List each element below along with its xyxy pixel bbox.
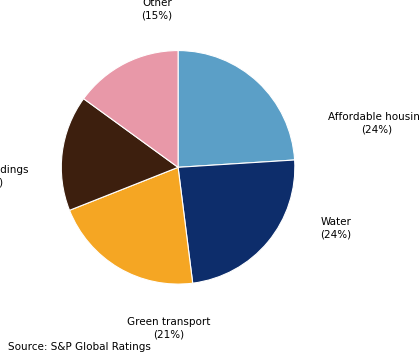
Text: Affordable housing
(24%): Affordable housing (24%): [328, 112, 419, 134]
Wedge shape: [178, 51, 295, 167]
Text: Green transport
(21%): Green transport (21%): [127, 317, 210, 340]
Text: Source: S&P Global Ratings: Source: S&P Global Ratings: [8, 342, 151, 352]
Text: Water
(24%): Water (24%): [321, 217, 352, 239]
Text: Green buildings
(16%): Green buildings (16%): [0, 166, 28, 188]
Wedge shape: [178, 160, 295, 283]
Wedge shape: [84, 51, 178, 167]
Wedge shape: [61, 99, 178, 210]
Wedge shape: [70, 167, 193, 284]
Text: Other
(15%): Other (15%): [142, 0, 173, 21]
